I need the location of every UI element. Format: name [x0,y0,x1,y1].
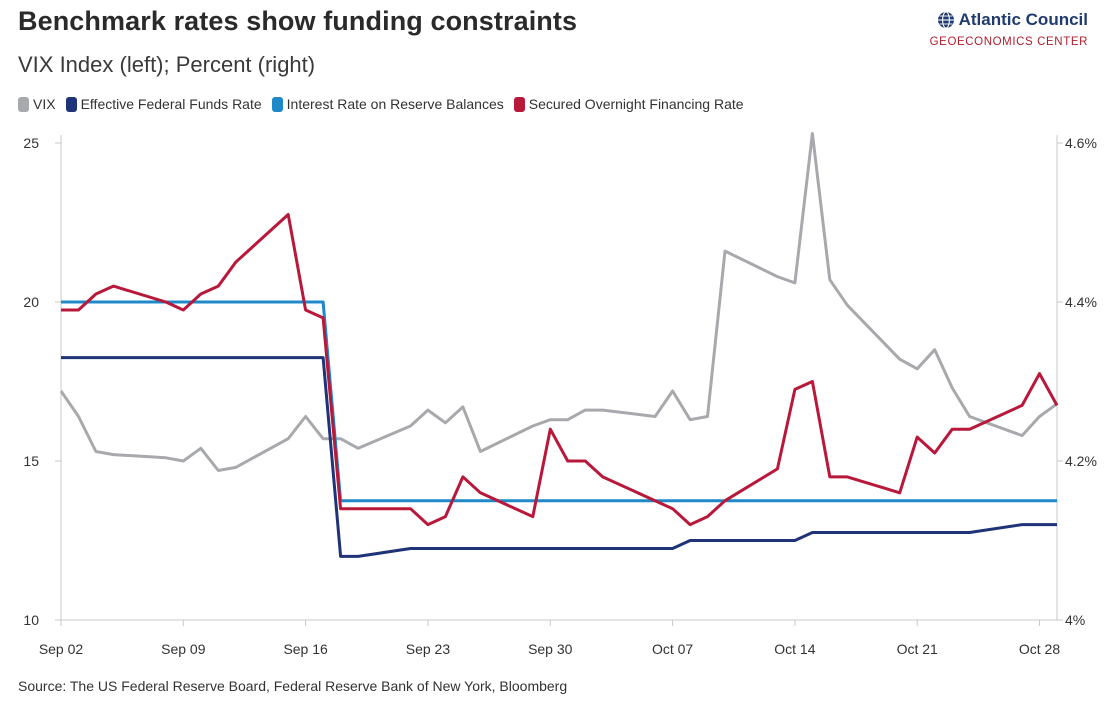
legend-swatch-vix [18,96,29,112]
y-left-tick-label: 15 [23,453,39,469]
chart-subtitle: VIX Index (left); Percent (right) [18,52,316,77]
legend-swatch-effr [65,96,77,112]
legend-swatch-iorb [271,96,283,112]
x-tick-label: Oct 28 [1019,641,1060,657]
globe-icon [937,11,954,29]
y-left-tick-label: 25 [23,135,39,151]
legend-label-sofr: Secured Overnight Financing Rate [528,96,744,112]
legend-label-iorb: Interest Rate on Reserve Balances [286,96,504,112]
chart-title: Benchmark rates show funding constraints [18,6,578,36]
legend-item-vix: VIX [18,96,56,112]
legend-item-sofr: Secured Overnight Financing Rate [513,96,744,112]
series-line-vix [59,132,1058,472]
x-tick-label: Sep 30 [528,641,573,657]
y-left-tick-label: 20 [23,294,39,310]
y-right-tick-label: 4.6% [1065,135,1097,151]
legend-swatch-sofr [513,96,525,112]
y-left-tick-label: 10 [23,612,39,628]
y-right-tick-label: 4.2% [1065,453,1097,469]
x-tick-label: Sep 02 [39,641,84,657]
x-tick-label: Sep 23 [406,641,451,657]
legend-item-iorb: Interest Rate on Reserve Balances [271,96,504,112]
legend-item-effr: Effective Federal Funds Rate [65,96,262,112]
y-right-tick-label: 4% [1065,612,1085,628]
legend-label-vix: VIX [33,96,56,112]
brand-logo: Atlantic Council GEOECONOMICS CENTER [930,10,1088,48]
brand-name-row: Atlantic Council [930,10,1088,30]
source-note: Source: The US Federal Reserve Board, Fe… [18,678,568,694]
chart-legend: VIX Effective Federal Funds Rate Interes… [18,96,754,112]
x-tick-label: Sep 16 [283,641,328,657]
y-right-tick-label: 4.4% [1065,294,1097,310]
x-tick-label: Oct 14 [774,641,815,657]
series-line-secured-overnight-financing-rate [61,213,1059,527]
x-tick-label: Oct 07 [652,641,693,657]
brand-unit: GEOECONOMICS CENTER [929,36,1088,48]
series-line-effective-federal-funds-rate [61,356,1057,558]
x-tick-label: Sep 09 [161,641,206,657]
legend-label-effr: Effective Federal Funds Rate [80,96,262,112]
x-tick-label: Oct 21 [897,641,938,657]
brand-name: Atlantic Council [958,10,1088,29]
